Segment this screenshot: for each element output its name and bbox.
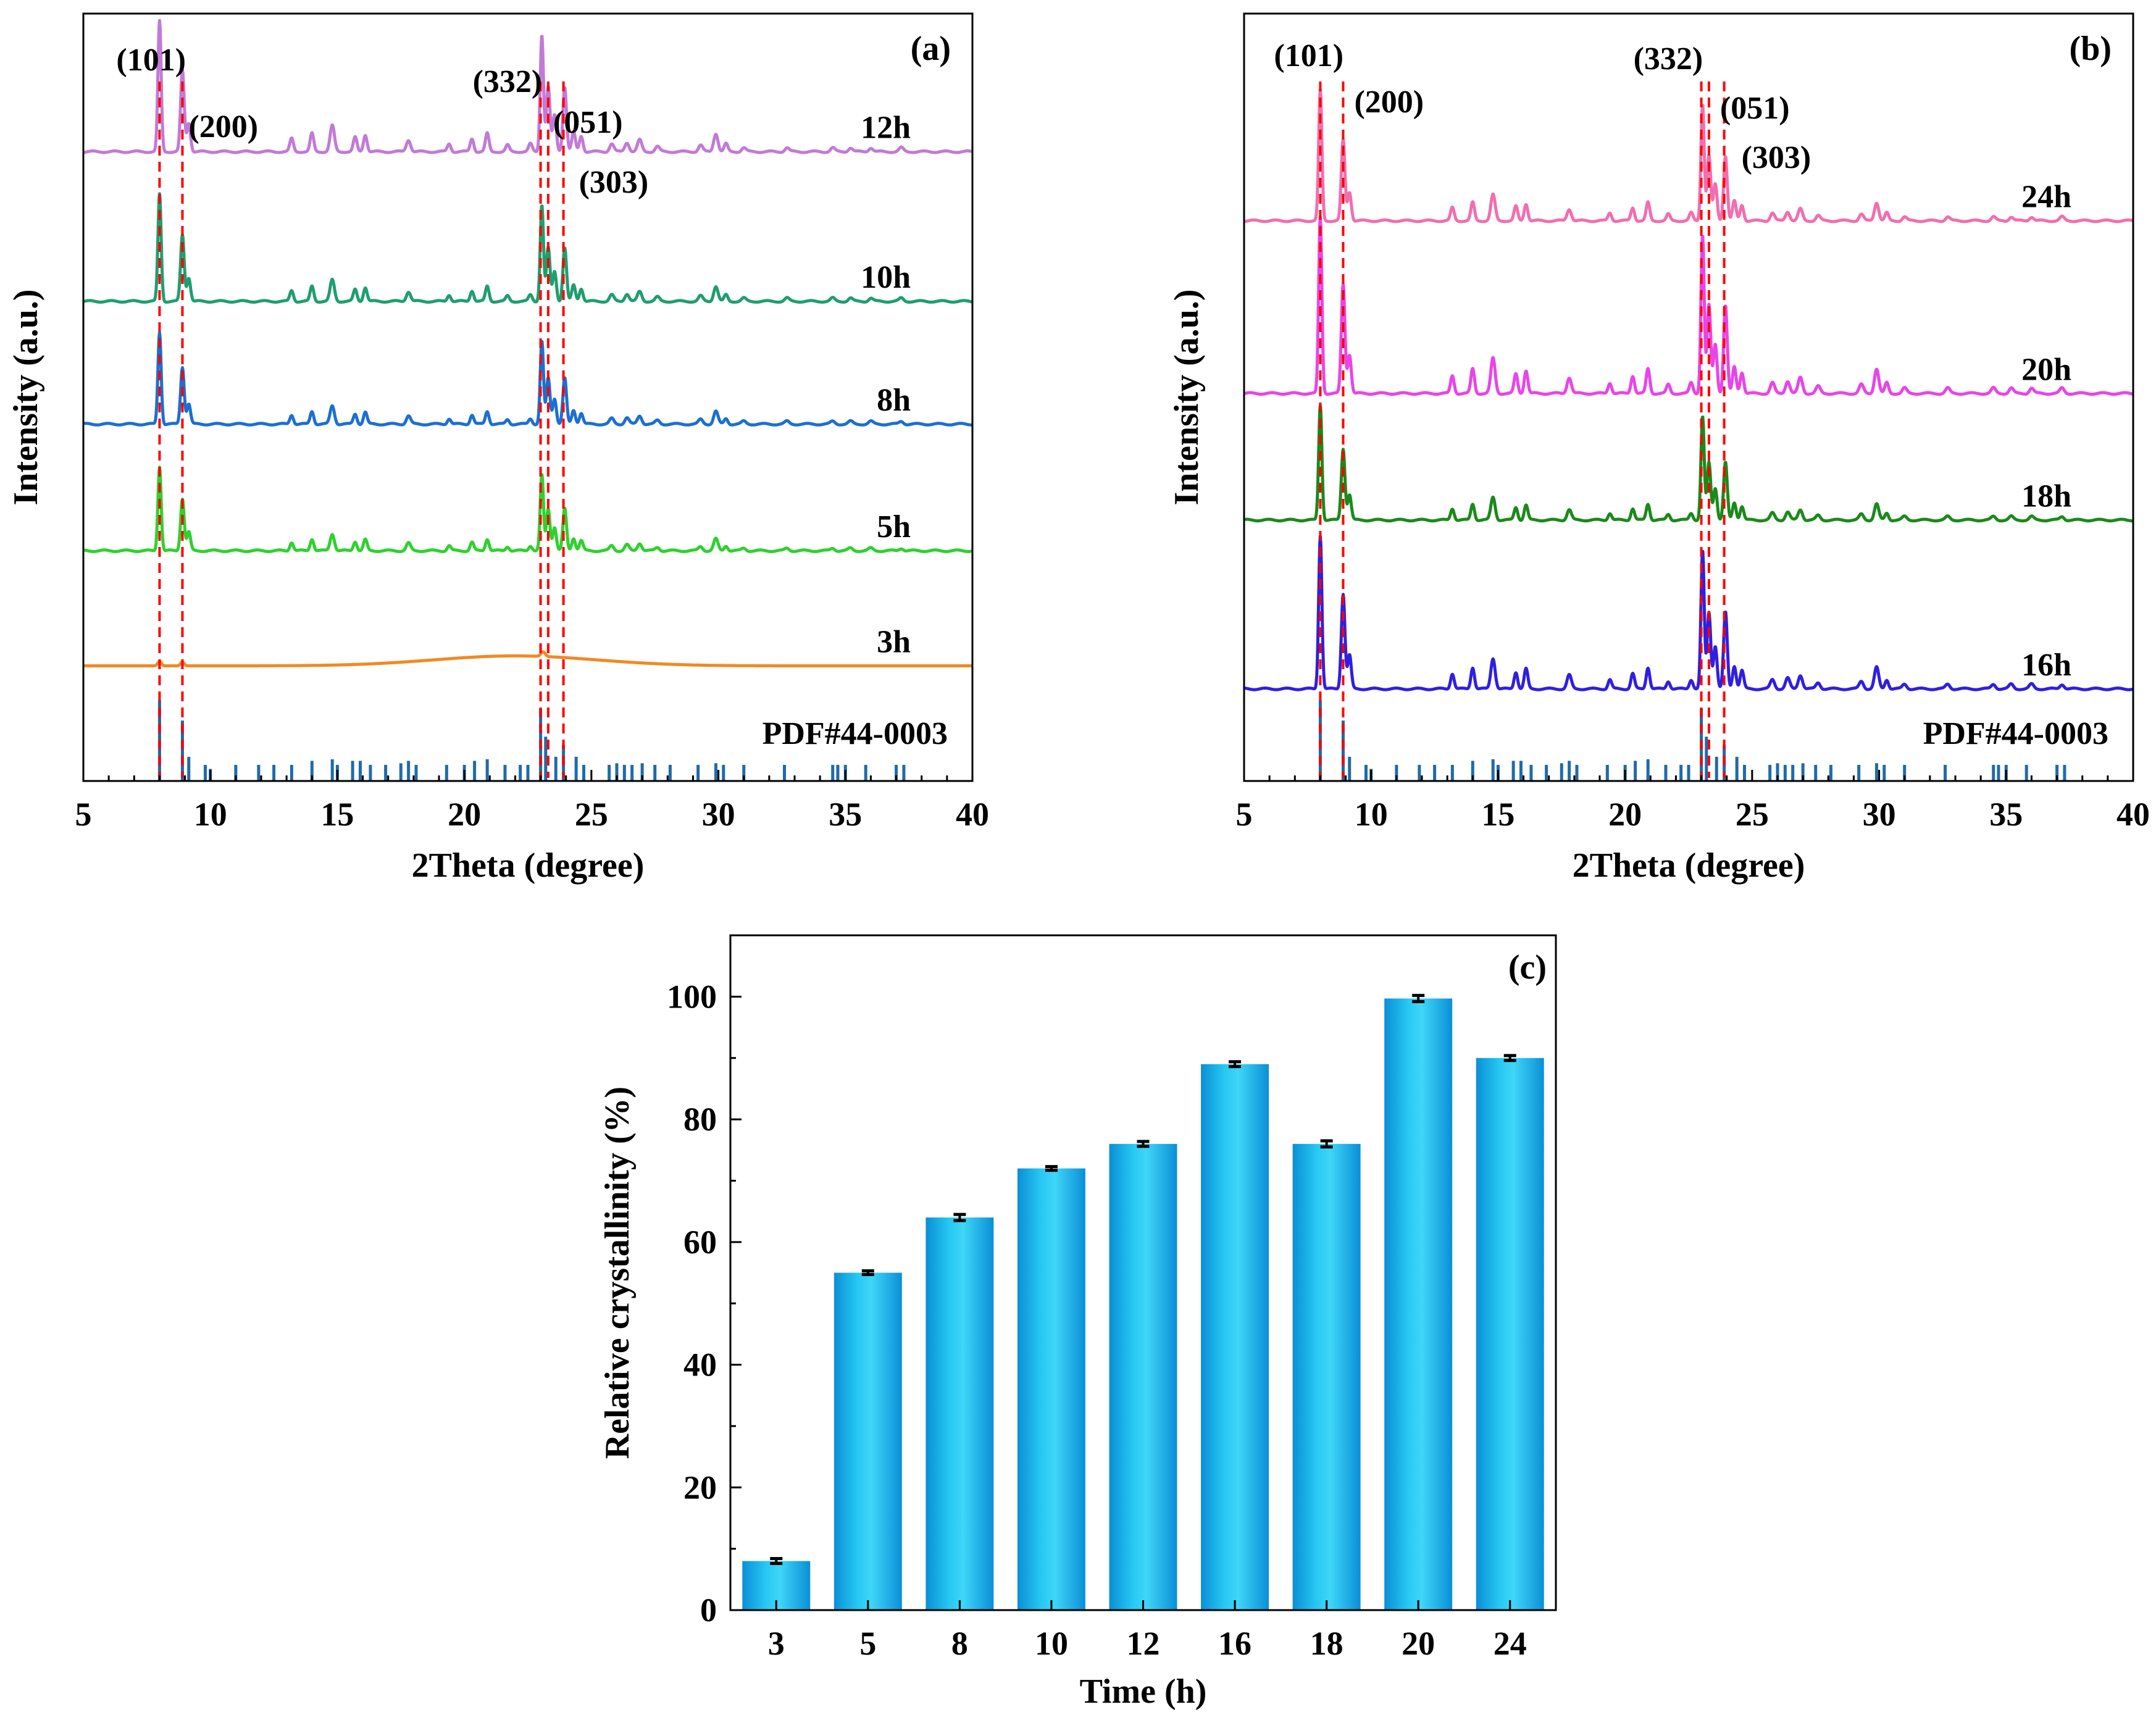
y-tick-label: 80 [683, 1101, 717, 1138]
x-tick-label: 10 [1035, 1625, 1068, 1662]
miller-label: (101) [1274, 38, 1343, 73]
panel-label: (a) [911, 30, 951, 68]
x-tick-label: 35 [829, 796, 862, 833]
bar-20 [1384, 998, 1453, 1610]
x-tick-label: 30 [1863, 796, 1896, 833]
x-tick-label: 40 [2116, 796, 2150, 833]
bar-12 [1109, 1143, 1177, 1610]
curve-label-20h: 20h [2021, 352, 2071, 387]
x-axis-title: 2Theta (degree) [412, 846, 645, 885]
x-axis-title: Time (h) [1080, 1672, 1207, 1711]
x-tick-label: 5 [1236, 796, 1253, 833]
bar-16 [1201, 1064, 1269, 1610]
x-tick-label: 10 [194, 796, 227, 833]
y-axis-title: Relative crystallinity (%) [598, 1087, 637, 1459]
curve-label-8h: 8h [877, 383, 911, 418]
x-tick-label: 15 [1481, 796, 1515, 833]
x-tick-label: 18 [1310, 1625, 1343, 1662]
pattern-curve-24h [1243, 88, 2134, 223]
panel-c-crystallinity-bar-chart: 3 5 8 10 12 16 18 20 24 0 20 40 60 80 100 Time (h) Relat… [598, 934, 1557, 1711]
panel-a-xrd-patterns: 12h 10h 8h 5h 3h (101)(200) (332) (051) (303) 5 10… [7, 12, 989, 885]
curve-label-5h: 5h [877, 509, 911, 545]
y-tick-label: 100 [667, 978, 717, 1015]
reference-label: PDF#44-0003 [1923, 716, 2108, 751]
bar-18 [1292, 1143, 1361, 1610]
bar-5 [834, 1272, 902, 1610]
y-tick-label: 20 [683, 1469, 717, 1506]
plot-frame [1243, 12, 2134, 782]
y-tick-label: 0 [700, 1592, 717, 1629]
x-tick-label: 16 [1218, 1625, 1251, 1662]
x-axis-title: 2Theta (degree) [1573, 846, 1805, 885]
miller-label: (200) [188, 109, 258, 144]
curve-label-3h: 3h [877, 625, 911, 660]
x-tick-label: 20 [1402, 1625, 1435, 1662]
miller-label: (332) [1634, 41, 1703, 77]
x-tick-label: 5 [75, 796, 92, 833]
pattern-curve-10h [82, 192, 974, 304]
miller-label: (200) [1354, 85, 1424, 120]
x-tick-label: 30 [702, 796, 735, 833]
miller-label: (101) [116, 43, 186, 78]
panel-b-xrd-patterns: 24h 20h 18h 16h (101) (200) (332) (051) (303) 5 10… [1168, 12, 2150, 885]
miller-label: (332) [473, 64, 543, 99]
curve-label-12h: 12h [861, 111, 911, 146]
x-tick-label: 35 [1989, 796, 2023, 833]
x-tick-label: 8 [951, 1625, 968, 1662]
x-tick-label: 40 [956, 796, 989, 833]
x-tick-label: 20 [448, 796, 481, 833]
x-tick-label: 15 [320, 796, 354, 833]
x-tick-label: 24 [1494, 1625, 1527, 1662]
bar-24 [1476, 1058, 1544, 1610]
x-tick-label: 20 [1608, 796, 1642, 833]
reference-label: PDF#44-0003 [763, 716, 948, 751]
miller-label: (051) [1720, 91, 1790, 126]
x-tick-label: 10 [1355, 796, 1388, 833]
curve-label-18h: 18h [2021, 478, 2071, 514]
bar-8 [925, 1217, 994, 1610]
y-axis-title: Intensity (a.u.) [7, 289, 45, 505]
miller-label: (303) [1742, 140, 1811, 175]
panel-label: (c) [1508, 948, 1547, 987]
reference-stick-pattern [157, 700, 906, 781]
pattern-curve-8h [82, 331, 974, 427]
pattern-curve-5h [82, 465, 974, 553]
x-tick-label: 25 [575, 796, 608, 833]
x-tick-label: 5 [859, 1625, 876, 1662]
curve-label-10h: 10h [861, 260, 911, 295]
curve-label-24h: 24h [2021, 180, 2071, 215]
x-axis-ticks [1243, 770, 2134, 781]
miller-label: (051) [553, 105, 623, 140]
bar-10 [1017, 1168, 1085, 1610]
x-tick-label: 25 [1736, 796, 1769, 833]
pattern-curve-3h [82, 650, 974, 667]
y-axis-title: Intensity (a.u.) [1168, 289, 1206, 505]
pattern-curve-16h [1243, 535, 2134, 691]
x-tick-label: 12 [1127, 1625, 1160, 1662]
miller-label: (303) [579, 165, 649, 200]
panel-label: (b) [2070, 30, 2112, 68]
curve-label-16h: 16h [2021, 648, 2071, 683]
pattern-curve-20h [1243, 215, 2134, 396]
pattern-curve-12h [82, 19, 974, 154]
plot-frame [729, 934, 1557, 1611]
y-tick-label: 60 [683, 1224, 717, 1261]
x-tick-label: 3 [768, 1625, 785, 1662]
plot-frame [82, 12, 974, 782]
y-tick-label: 40 [683, 1346, 717, 1384]
pattern-curve-18h [1243, 404, 2134, 523]
x-axis-ticks [82, 770, 974, 781]
